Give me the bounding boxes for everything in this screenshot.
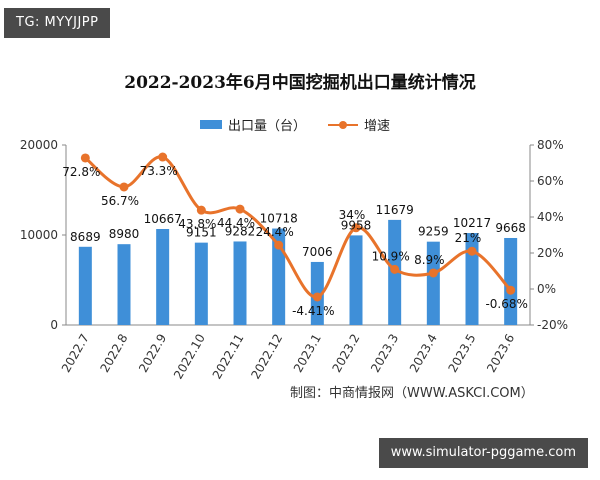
chart-card: 2022-2023年6月中国挖掘机出口量统计情况 出口量（台） 增速 0 1000… (0, 60, 600, 410)
x-tick-label: 2023.2 (329, 332, 362, 375)
legend-label-line: 增速 (364, 119, 391, 134)
bar-2023.6 (504, 237, 518, 325)
chart-source: 制图：中商情报网（WWW.ASKCI.COM） (290, 386, 534, 401)
y-left-tick-label: 20000 (20, 138, 58, 152)
bar-2023.4 (426, 241, 440, 325)
top-tag: TG: MYYJJPP (4, 8, 111, 38)
growth-point-2022.8 (119, 182, 129, 192)
growth-point-2022.11 (235, 204, 245, 214)
x-tick-label: 2023.6 (484, 332, 517, 375)
legend-label-bar: 出口量（台） (228, 119, 307, 134)
x-tick-label: 2022.8 (97, 332, 130, 375)
growth-value-label: 44.4% (217, 216, 255, 230)
bar-2022.12 (272, 228, 286, 325)
legend-swatch-bar (200, 120, 222, 129)
x-tick-label: 2022.12 (248, 332, 285, 382)
y-right-tick-label: 80% (537, 138, 564, 152)
growth-value-label: 56.7% (101, 194, 139, 208)
chart-title: 2022-2023年6月中国挖掘机出口量统计情况 (124, 73, 476, 93)
growth-point-2022.7 (80, 153, 90, 163)
growth-point-2023.3 (390, 264, 400, 274)
bar-value-label: 8689 (70, 230, 101, 244)
bar-2022.9 (156, 228, 170, 325)
bar-value-label: 9668 (495, 221, 526, 235)
y-left-tick-label: 10000 (20, 228, 58, 242)
growth-value-label: -4.41% (292, 304, 334, 318)
bar-value-label: 8980 (109, 227, 140, 241)
growth-value-label: 34% (339, 208, 366, 222)
bar-value-label: 10667 (144, 212, 182, 226)
growth-point-2022.12 (274, 240, 284, 250)
footer-tag: www.simulator-pggame.com (378, 438, 588, 468)
growth-value-label: 8.9% (414, 253, 445, 267)
growth-value-label: 24.4% (256, 225, 294, 239)
bar-2023.2 (349, 235, 363, 325)
y-right-tick-label: -20% (537, 318, 568, 332)
y-right-tick-label: 60% (537, 174, 564, 188)
growth-value-label: 21% (455, 231, 482, 245)
growth-point-2022.10 (196, 205, 206, 215)
x-tick-label: 2023.4 (407, 332, 440, 375)
bar-2023.5 (465, 233, 479, 325)
bar-2022.11 (233, 241, 247, 325)
bar-value-label: 10718 (260, 212, 298, 226)
growth-point-2023.2 (351, 223, 361, 233)
growth-point-2022.9 (158, 152, 168, 162)
bar-value-label: 9282 (225, 224, 256, 238)
y-right-tick-label: 40% (537, 210, 564, 224)
bar-value-label: 9958 (341, 218, 372, 232)
growth-value-label: 10.9% (372, 249, 410, 263)
x-tick-label: 2023.3 (368, 332, 401, 375)
legend-swatch-line (328, 120, 359, 129)
bar-value-label: 9259 (418, 225, 449, 239)
bar-value-label: 11679 (376, 203, 414, 217)
bar-2022.10 (194, 242, 208, 325)
growth-value-label: 72.8% (62, 165, 100, 179)
x-tick-label: 2022.7 (59, 332, 92, 375)
chart-plot: 0 10000 20000 -20% 0% 20% 40% 60% 80% 8689 8980 106… (20, 138, 568, 382)
y-right-tick-label: 0% (537, 282, 556, 296)
bar-2022.8 (117, 244, 131, 325)
y-left-tick-label: 0 (50, 318, 58, 332)
growth-point-2023.1 (312, 292, 322, 302)
growth-point-2023.5 (467, 246, 477, 256)
growth-point-2023.6 (506, 285, 516, 295)
bar-value-label: 10217 (453, 216, 491, 230)
bar-2022.7 (78, 246, 92, 325)
growth-value-label: -0.68% (485, 297, 527, 311)
y-right-tick-label: 20% (537, 246, 564, 260)
chart-legend: 出口量（台） 增速 (200, 115, 390, 134)
growth-value-label: 73.3% (140, 164, 178, 178)
growth-point-2023.4 (428, 268, 438, 278)
x-tick-label: 2022.11 (210, 332, 247, 382)
x-tick-label: 2022.9 (136, 332, 169, 375)
x-tick-label: 2022.10 (171, 332, 208, 382)
growth-value-label: 43.8% (178, 217, 216, 231)
x-tick-label: 2023.5 (445, 332, 478, 375)
bar-value-label: 9151 (186, 226, 217, 240)
bar-value-label: 7006 (302, 245, 333, 259)
x-tick-label: 2023.1 (291, 332, 324, 375)
